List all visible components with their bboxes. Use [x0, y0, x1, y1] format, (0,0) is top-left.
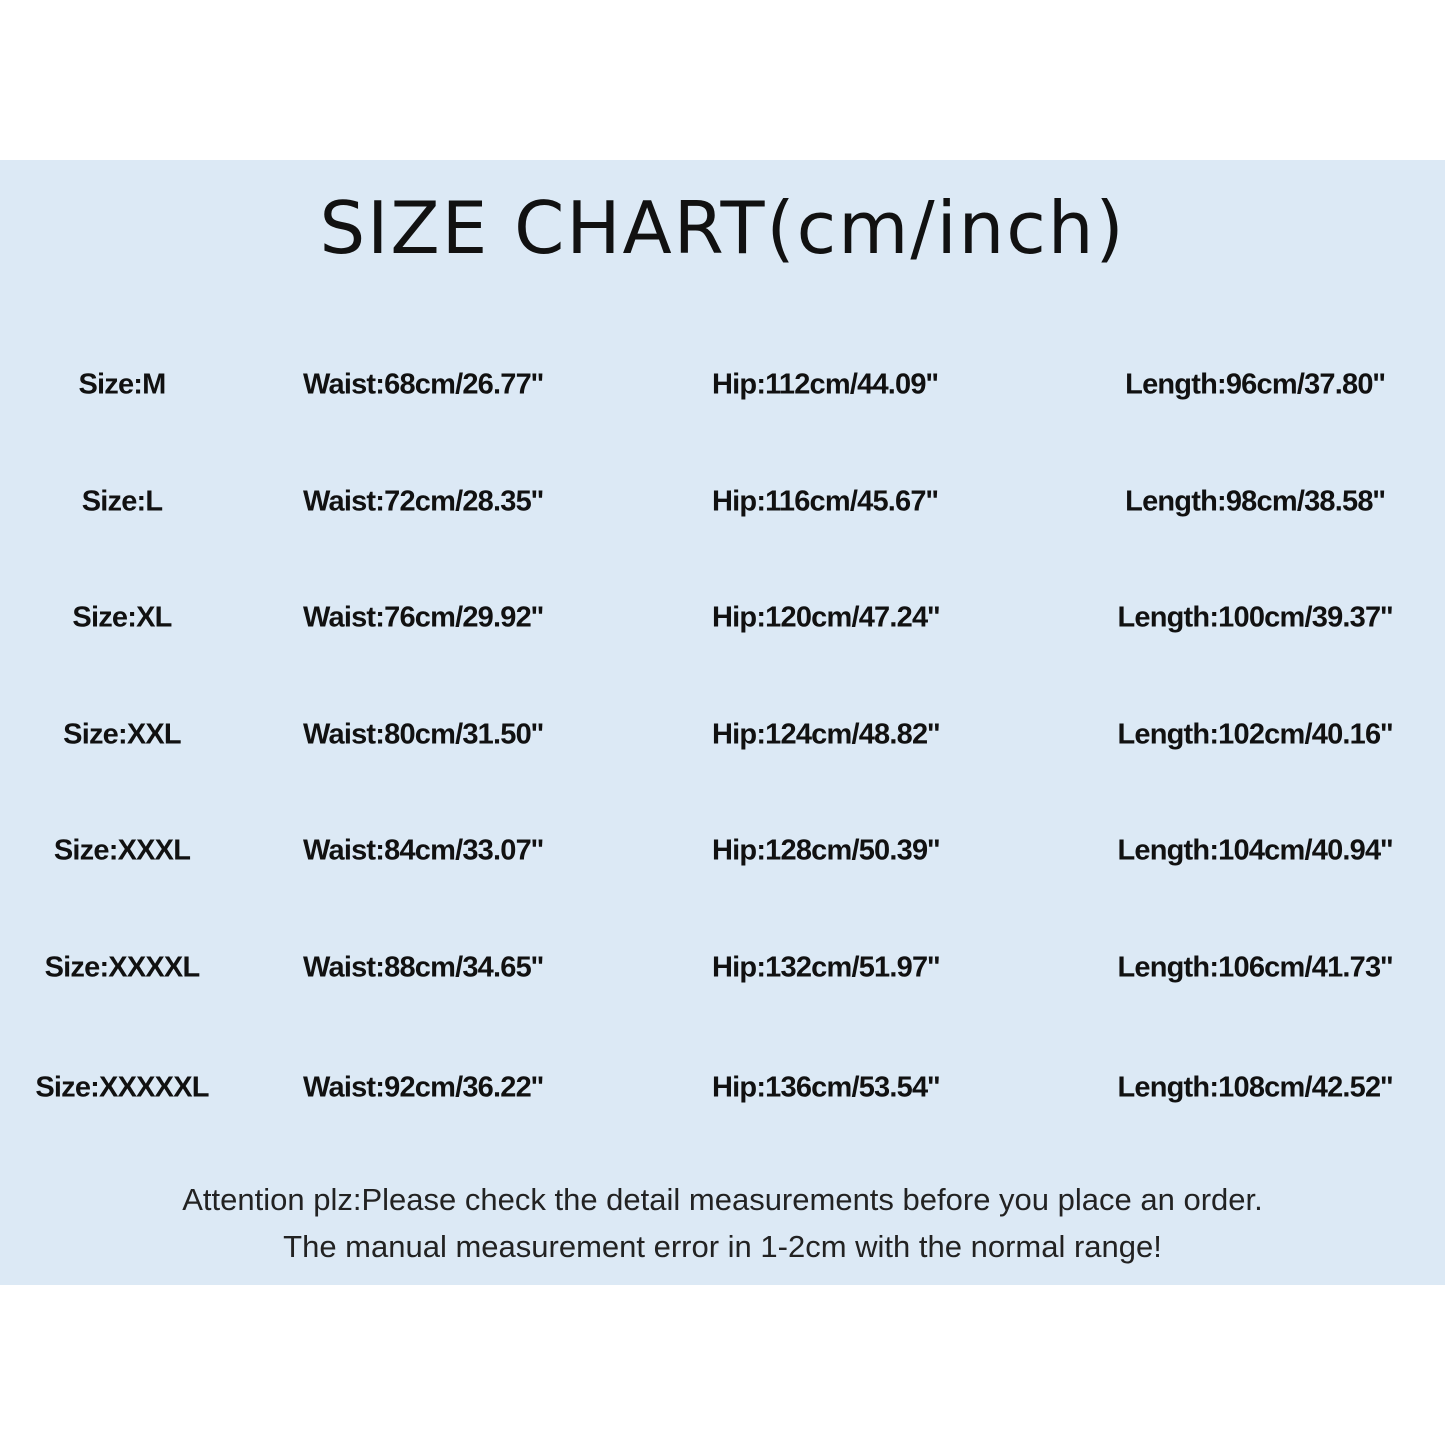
size-row: Size:XXXXXL Waist:92cm/36.22'' Hip:136cm/5…	[0, 1072, 1445, 1128]
hip-value: Hip:128cm/50.39''	[712, 834, 940, 867]
hip-value: Hip:136cm/53.54''	[712, 1071, 940, 1104]
size-label: Size:XL	[72, 601, 172, 634]
waist-value: Waist:72cm/28.35''	[303, 485, 544, 518]
length-value: Length:96cm/37.80''	[1125, 368, 1386, 401]
size-label: Size:XXXL	[53, 834, 191, 867]
waist-value: Waist:88cm/34.65''	[303, 951, 544, 984]
waist-value: Waist:80cm/31.50''	[303, 718, 544, 751]
waist-value: Waist:84cm/33.07''	[303, 834, 544, 867]
waist-value: Waist:76cm/29.92''	[303, 601, 544, 634]
measurement-note: The manual measurement error in 1-2cm wi…	[283, 1229, 1162, 1264]
length-value: Length:100cm/39.37''	[1117, 601, 1393, 634]
size-label: Size:M	[78, 368, 166, 401]
hip-value: Hip:112cm/44.09''	[712, 368, 939, 401]
size-row: Size:L Waist:72cm/28.35'' Hip:116cm/45.67'…	[0, 486, 1445, 542]
length-value: Length:104cm/40.94''	[1117, 834, 1393, 867]
size-row: Size:XXXL Waist:84cm/33.07'' Hip:128cm/50.…	[0, 835, 1445, 891]
size-label: Size:L	[81, 485, 163, 518]
size-label: Size:XXXXL	[44, 951, 201, 984]
size-chart-panel	[0, 160, 1445, 1285]
hip-value: Hip:116cm/45.67''	[712, 485, 939, 518]
size-row: Size:XL Waist:76cm/29.92'' Hip:120cm/47.24…	[0, 602, 1445, 658]
chart-title: SIZE CHART(cm/inch)	[319, 186, 1126, 270]
size-row: Size:XXXXL Waist:88cm/34.65'' Hip:132cm/51…	[0, 952, 1445, 1008]
length-value: Length:106cm/41.73''	[1117, 951, 1393, 984]
waist-value: Waist:68cm/26.77''	[303, 368, 544, 401]
hip-value: Hip:120cm/47.24''	[712, 601, 940, 634]
hip-value: Hip:132cm/51.97''	[712, 951, 940, 984]
size-label: Size:XXL	[63, 718, 181, 751]
attention-note: Attention plz:Please check the detail me…	[182, 1182, 1263, 1217]
length-value: Length:102cm/40.16''	[1117, 718, 1393, 751]
length-value: Length:98cm/38.58''	[1125, 485, 1386, 518]
hip-value: Hip:124cm/48.82''	[712, 718, 940, 751]
waist-value: Waist:92cm/36.22''	[303, 1071, 544, 1104]
size-row: Size:M Waist:68cm/26.77'' Hip:112cm/44.09'…	[0, 369, 1445, 425]
size-row: Size:XXL Waist:80cm/31.50'' Hip:124cm/48.8…	[0, 719, 1445, 775]
size-label: Size:XXXXXL	[35, 1071, 209, 1104]
length-value: Length:108cm/42.52''	[1117, 1071, 1393, 1104]
